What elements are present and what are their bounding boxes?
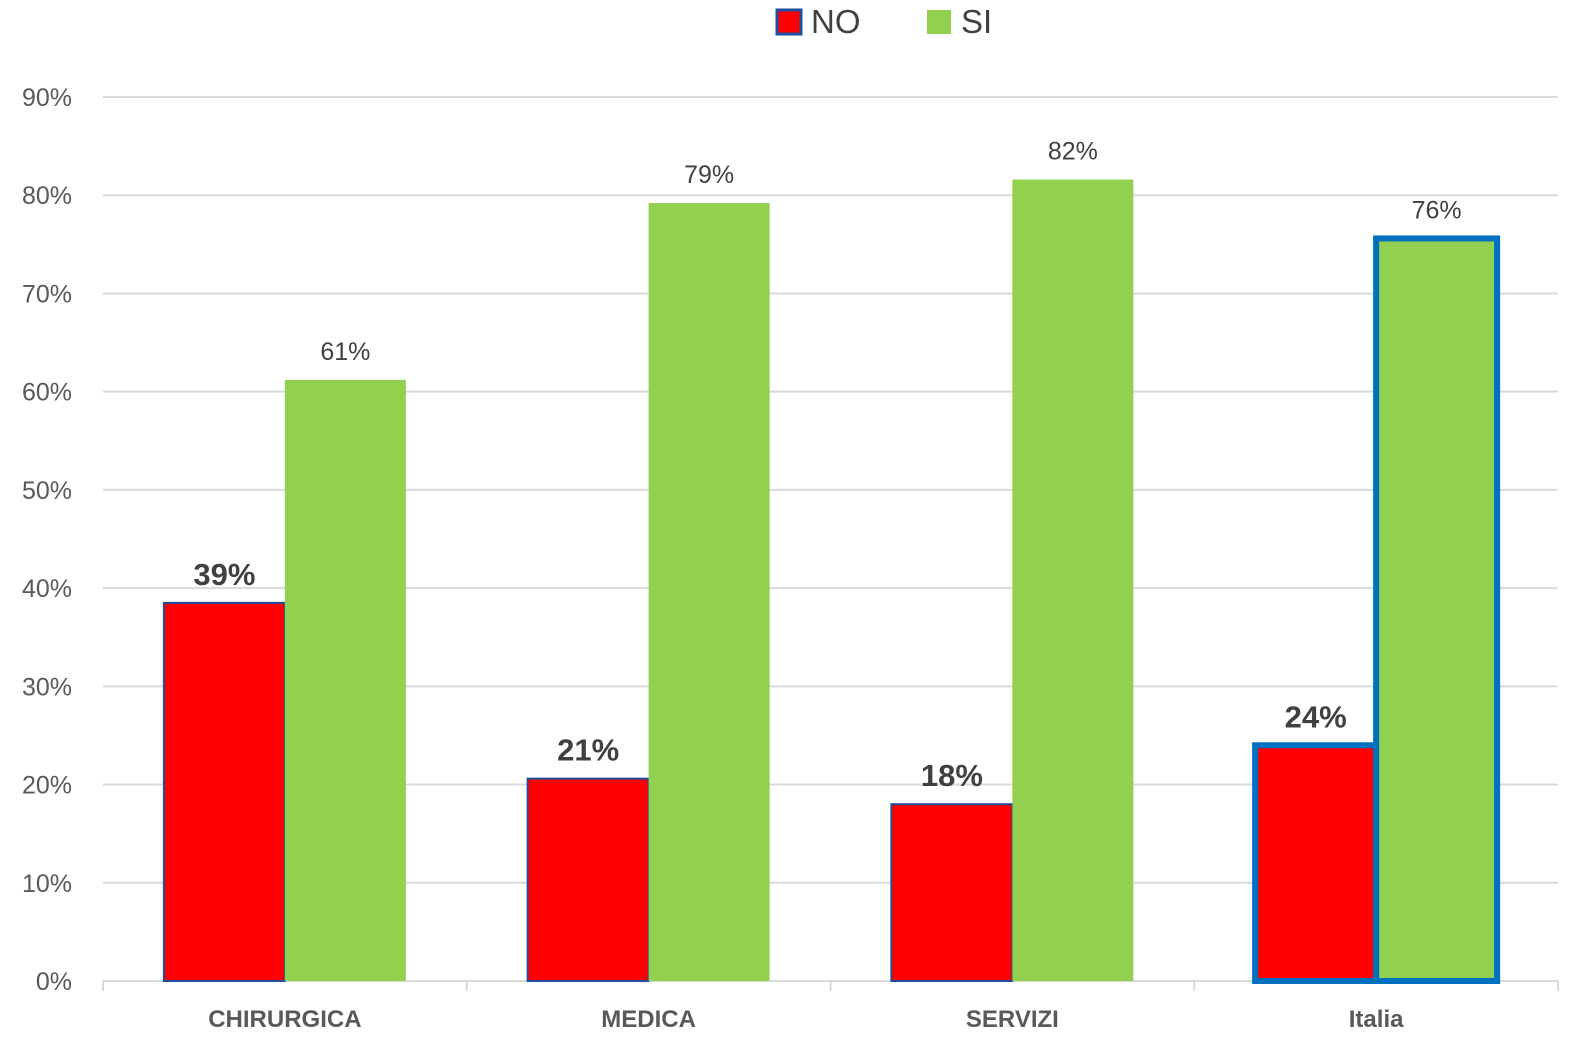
bar-no-medica: [526, 777, 650, 983]
y-tick-label: 10%: [22, 870, 72, 898]
y-tick-label: 30%: [22, 673, 72, 701]
bar-no-chirurgica: [162, 601, 286, 982]
data-label: 82%: [1048, 138, 1098, 166]
legend-label-si: SI: [961, 3, 992, 40]
y-tick-label: 90%: [22, 84, 72, 112]
legend-swatch-no: [775, 8, 803, 36]
y-tick-label: 50%: [22, 477, 72, 505]
bar-si-medica: [648, 203, 770, 981]
data-label: 21%: [557, 733, 619, 768]
y-tick-label: 40%: [22, 575, 72, 603]
data-label: 39%: [193, 557, 255, 592]
x-tick-label: SERVIZI: [966, 1006, 1059, 1033]
x-tick-label: Italia: [1349, 1006, 1404, 1033]
y-tick-label: 20%: [22, 772, 72, 800]
y-tick-label: 60%: [22, 379, 72, 407]
x-tick-label: MEDICA: [601, 1006, 696, 1033]
legend-swatch-si: [927, 10, 951, 34]
data-label: 18%: [921, 758, 983, 793]
x-tick-label: CHIRURGICA: [208, 1006, 361, 1033]
y-tick-label: 80%: [22, 182, 72, 210]
y-tick-label: 0%: [36, 968, 72, 996]
data-label: 61%: [320, 338, 370, 366]
bar-si-italia: [1373, 235, 1501, 984]
bar-no-servizi: [890, 803, 1014, 983]
bar-si-servizi: [1012, 179, 1134, 982]
bar-si-chirurgica: [284, 379, 406, 981]
data-label: 24%: [1285, 699, 1347, 734]
bar-no-italia: [1252, 742, 1380, 984]
data-label: 76%: [1412, 196, 1462, 224]
legend-label-no: NO: [811, 3, 861, 40]
y-tick-label: 70%: [22, 280, 72, 308]
data-label: 79%: [684, 161, 734, 189]
